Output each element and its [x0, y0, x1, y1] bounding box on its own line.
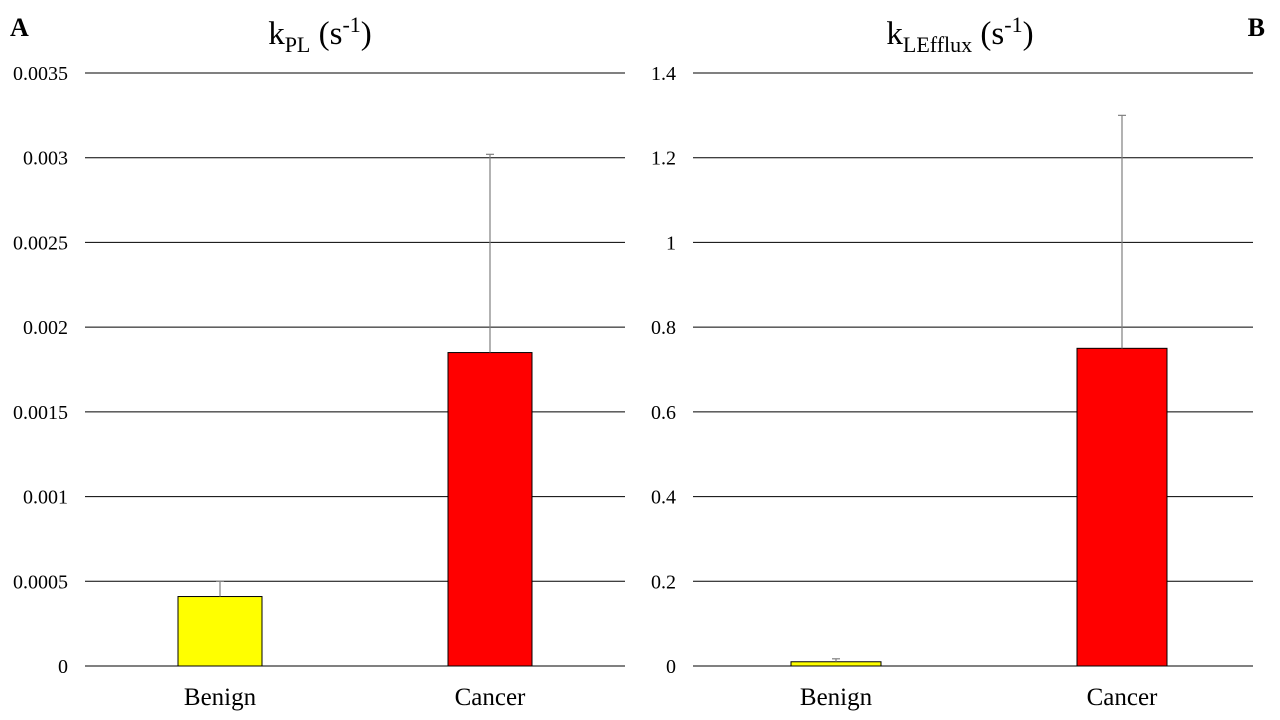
y-tick-label: 0 — [666, 656, 676, 678]
bar-cancer — [1076, 347, 1168, 667]
y-tick-label: 0.0025 — [13, 232, 68, 254]
chart-title: kLEfflux (s-1) — [886, 12, 1033, 57]
chart-title-part: (s — [972, 16, 1004, 52]
y-tick-label: 0.0015 — [13, 402, 68, 424]
panel-label: B — [1248, 13, 1265, 42]
y-tick-label: 0.003 — [23, 148, 68, 170]
y-tick-label: 0.2 — [651, 571, 676, 593]
x-category-label: Cancer — [455, 684, 526, 711]
chart-title-part: (s — [310, 16, 342, 52]
y-tick-label: 1.4 — [651, 63, 676, 85]
y-tick-label: 1.2 — [651, 148, 676, 170]
y-tick-label: 1 — [666, 232, 676, 254]
chart-title-part: -1 — [342, 12, 360, 37]
bar-benign — [177, 596, 263, 667]
chart-title-part: ) — [1023, 16, 1034, 52]
chart-title-part: PL — [285, 32, 311, 57]
chart-panel-b: 0 0.2 0.4 0.6 0.8 1 1.2 1.4 Benign Cancer kLEfflux… — [651, 12, 1265, 711]
y-tick-label: 0.002 — [23, 317, 68, 339]
y-tick-label: 0.001 — [23, 487, 68, 509]
chart-title-part: k — [886, 16, 903, 52]
panel-label: A — [10, 13, 29, 42]
chart-title: kPL (s-1) — [268, 12, 372, 57]
chart-title-part: ) — [361, 16, 372, 52]
y-tick-label: 0.8 — [651, 317, 676, 339]
chart-title-part: -1 — [1004, 12, 1022, 37]
x-category-label: Benign — [184, 684, 257, 711]
y-tick-label: 0.0005 — [13, 571, 68, 593]
bar-cancer — [447, 352, 533, 667]
bar-benign — [790, 661, 882, 667]
chart-title-part: LEfflux — [903, 32, 972, 57]
x-category-label: Benign — [800, 684, 873, 711]
y-tick-label: 0 — [58, 656, 68, 678]
chart-title-part: k — [268, 16, 285, 52]
y-tick-label: 0.6 — [651, 402, 676, 424]
y-tick-label: 0.4 — [651, 487, 676, 509]
x-category-label: Cancer — [1087, 684, 1158, 711]
y-tick-label: 0.0035 — [13, 63, 68, 85]
chart-panel-a: 0 0.0005 0.001 0.0015 0.002 0.0025 0.003 0.0035… — [10, 12, 625, 711]
